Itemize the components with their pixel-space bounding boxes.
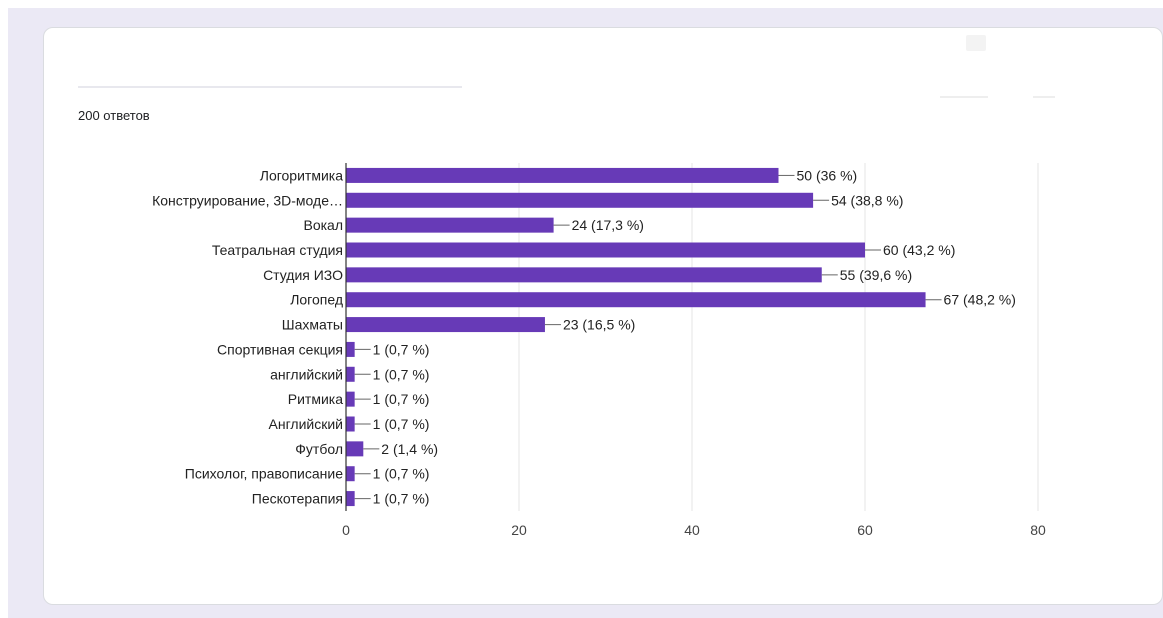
- data-label: 50 (36 %): [797, 167, 858, 183]
- x-tick-label: 0: [342, 522, 350, 538]
- faded-header-line: [1033, 96, 1055, 98]
- category-label: Театральная студия: [212, 242, 343, 258]
- bar: [346, 167, 779, 183]
- data-label: 55 (39,6 %): [840, 267, 912, 283]
- data-label: 1 (0,7 %): [373, 466, 430, 482]
- bar: [346, 391, 355, 407]
- category-label: Пескотерапия: [252, 491, 343, 507]
- x-tick-label: 80: [1030, 522, 1046, 538]
- category-label: Футбол: [295, 441, 343, 457]
- question-title-placeholder: [78, 86, 462, 88]
- category-label: Английский: [269, 416, 343, 432]
- bar: [346, 267, 822, 283]
- data-label: 60 (43,2 %): [883, 242, 955, 258]
- bar: [346, 242, 865, 258]
- bar: [346, 366, 355, 382]
- category-label: Психолог, правописание: [185, 466, 343, 482]
- category-label: Вокал: [303, 217, 343, 233]
- bar: [346, 441, 364, 457]
- chart-bars: [346, 167, 926, 507]
- category-label: английский: [270, 366, 343, 382]
- category-label: Логоритмика: [260, 167, 343, 183]
- bar: [346, 466, 355, 482]
- data-label: 54 (38,8 %): [831, 192, 903, 208]
- x-tick-label: 40: [684, 522, 700, 538]
- category-label: Ритмика: [288, 391, 343, 407]
- bar: [346, 416, 355, 432]
- data-label: 1 (0,7 %): [373, 366, 430, 382]
- results-card: [43, 27, 1163, 605]
- data-label: 24 (17,3 %): [572, 217, 644, 233]
- x-tick-label: 60: [857, 522, 873, 538]
- faded-header-line: [940, 96, 988, 98]
- responses-count: 200 ответов: [78, 108, 150, 123]
- data-label: 1 (0,7 %): [373, 391, 430, 407]
- bar: [346, 317, 545, 333]
- x-tick-label: 20: [511, 522, 527, 538]
- data-label: 1 (0,7 %): [373, 341, 430, 357]
- chart-gridlines: [518, 163, 1039, 511]
- data-label: 67 (48,2 %): [944, 292, 1016, 308]
- category-label: Конструирование, 3D-моде…: [152, 192, 343, 208]
- category-label: Шахматы: [282, 317, 343, 333]
- copy-chart-icon: [966, 35, 986, 51]
- chart-labels: 0 20 40 60 80 Логоритмика 50 (36 %) Конструиров…: [152, 167, 1046, 538]
- bar: [346, 292, 926, 308]
- bar: [346, 341, 355, 357]
- data-label: 2 (1,4 %): [381, 441, 438, 457]
- bar: [346, 217, 554, 233]
- data-label: 23 (16,5 %): [563, 317, 635, 333]
- category-label: Логопед: [290, 292, 343, 308]
- category-label: Студия ИЗО: [263, 267, 343, 283]
- category-label: Спортивная секция: [217, 341, 343, 357]
- bar: [346, 192, 814, 208]
- data-label: 1 (0,7 %): [373, 416, 430, 432]
- data-label: 1 (0,7 %): [373, 491, 430, 507]
- bar: [346, 491, 355, 507]
